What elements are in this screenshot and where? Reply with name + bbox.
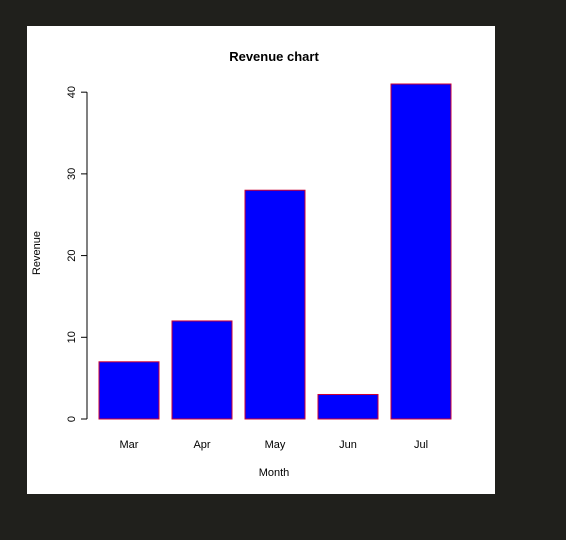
x-tick-label-jun: Jun [339,439,357,451]
bar-jul [390,83,452,420]
y-tick-label: 20 [66,249,78,261]
y-tick-label: 40 [66,86,78,98]
y-tick-label: 10 [66,331,78,343]
chart-title: Revenue chart [229,49,319,64]
chart-panel: Revenue chart Revenue Month 0 10 20 30 40 Ma… [27,26,495,494]
y-tick-label: 0 [66,416,78,422]
bar-apr [171,320,233,420]
x-tick-label-jul: Jul [414,439,428,451]
bars [98,83,452,420]
bar-mar [98,361,160,420]
x-tick-label-mar: Mar [120,439,139,451]
revenue-bar-chart: Revenue chart Revenue Month 0 10 20 30 40 Ma… [31,49,452,479]
y-axis-label: Revenue [31,231,43,275]
y-tick-label: 30 [66,168,78,180]
bar-jun [317,393,379,420]
x-tick-labels: Mar Apr May Jun Jul [120,439,429,451]
x-tick-label-apr: Apr [193,439,210,451]
x-tick-label-may: May [265,439,286,451]
bar-may [244,189,306,420]
x-axis-label: Month [259,467,290,479]
y-axis: 0 10 20 30 40 [66,86,88,422]
